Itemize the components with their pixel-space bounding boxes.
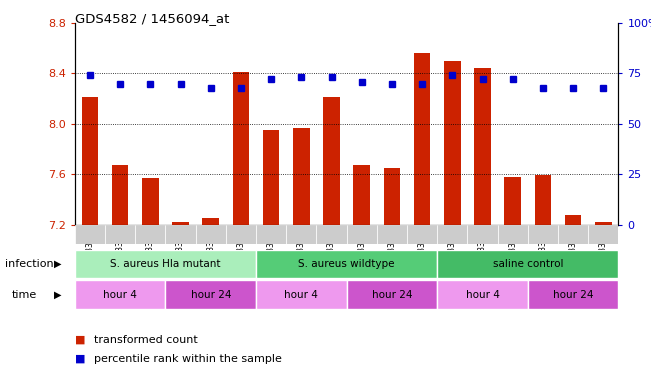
- Bar: [444, 61, 461, 225]
- Bar: [316, 225, 346, 244]
- Bar: [474, 68, 491, 225]
- Text: hour 4: hour 4: [284, 290, 318, 300]
- Text: ▶: ▶: [54, 259, 62, 269]
- Bar: [112, 166, 128, 225]
- Bar: [558, 225, 589, 244]
- Text: hour 4: hour 4: [465, 290, 499, 300]
- Bar: [505, 177, 521, 225]
- Text: ▶: ▶: [54, 290, 62, 300]
- Bar: [383, 168, 400, 225]
- Bar: [346, 225, 377, 244]
- Bar: [202, 218, 219, 225]
- Bar: [75, 250, 256, 278]
- Bar: [75, 280, 165, 309]
- Bar: [286, 225, 316, 244]
- Bar: [595, 222, 612, 225]
- Text: S. aureus wildtype: S. aureus wildtype: [298, 259, 395, 269]
- Bar: [263, 130, 279, 225]
- Bar: [324, 98, 340, 225]
- Bar: [528, 280, 618, 309]
- Text: percentile rank within the sample: percentile rank within the sample: [94, 354, 283, 364]
- Text: hour 4: hour 4: [104, 290, 137, 300]
- Text: ■: ■: [75, 335, 85, 345]
- Bar: [256, 225, 286, 244]
- Bar: [467, 225, 497, 244]
- Bar: [232, 72, 249, 225]
- Bar: [534, 175, 551, 225]
- Text: time: time: [12, 290, 37, 300]
- Bar: [293, 127, 310, 225]
- Bar: [226, 225, 256, 244]
- Bar: [75, 225, 105, 244]
- Bar: [105, 225, 135, 244]
- Bar: [256, 280, 346, 309]
- Text: ■: ■: [75, 354, 85, 364]
- Bar: [196, 225, 226, 244]
- Text: GDS4582 / 1456094_at: GDS4582 / 1456094_at: [75, 12, 229, 25]
- Bar: [81, 98, 98, 225]
- Bar: [589, 225, 618, 244]
- Bar: [173, 222, 189, 225]
- Bar: [497, 225, 528, 244]
- Bar: [256, 250, 437, 278]
- Bar: [407, 225, 437, 244]
- Bar: [414, 53, 430, 225]
- Text: saline control: saline control: [493, 259, 563, 269]
- Bar: [437, 225, 467, 244]
- Bar: [437, 280, 528, 309]
- Bar: [437, 250, 618, 278]
- Text: infection: infection: [5, 259, 54, 269]
- Bar: [165, 225, 196, 244]
- Bar: [377, 225, 407, 244]
- Bar: [528, 225, 558, 244]
- Bar: [135, 225, 165, 244]
- Text: hour 24: hour 24: [372, 290, 412, 300]
- Bar: [346, 280, 437, 309]
- Text: hour 24: hour 24: [553, 290, 594, 300]
- Bar: [565, 215, 581, 225]
- Text: transformed count: transformed count: [94, 335, 198, 345]
- Bar: [142, 178, 159, 225]
- Text: S. aureus Hla mutant: S. aureus Hla mutant: [110, 259, 221, 269]
- Text: hour 24: hour 24: [191, 290, 231, 300]
- Bar: [165, 280, 256, 309]
- Bar: [353, 166, 370, 225]
